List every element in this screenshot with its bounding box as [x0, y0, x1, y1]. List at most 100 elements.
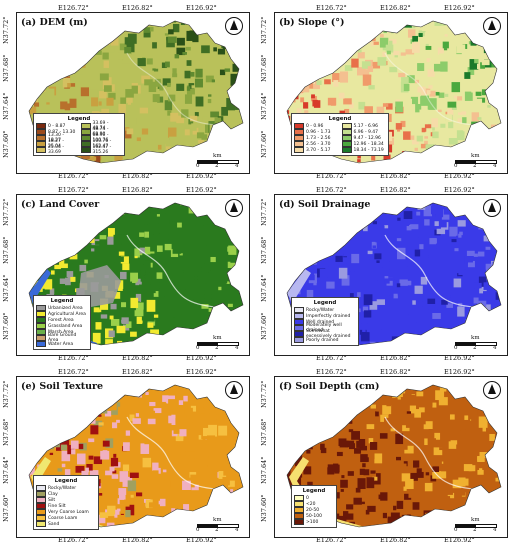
legend-item: 18.27 - 25.04 — [36, 139, 78, 149]
scale-tick: 2 — [473, 345, 477, 351]
legend-swatch — [294, 495, 304, 501]
legend-label: Rocky/Water — [48, 485, 77, 491]
legend-label: 6.96 - 9.47 — [353, 129, 379, 135]
longitude-label: E126.72° — [58, 186, 89, 194]
longitude-label: E126.92° — [186, 354, 217, 362]
north-arrow-icon — [483, 17, 501, 35]
longitude-label: E126.72° — [316, 354, 347, 362]
legend-item: >100 — [294, 519, 334, 525]
legend-label: 0 — [306, 495, 309, 501]
longitude-label: E126.72° — [316, 536, 347, 544]
scale-bar-line — [455, 342, 497, 346]
map-legend: Legend Rocky/Water Clay Silt Fine Silt Very C… — [33, 475, 99, 530]
latitude-label: N37.60° — [2, 130, 10, 158]
scale-tick: 4 — [493, 345, 497, 351]
legend-item: Sand — [36, 521, 96, 527]
legend-title: Legend — [54, 478, 78, 484]
legend-swatch — [36, 521, 46, 527]
legend-label: 3.70 - 5.17 — [306, 147, 331, 153]
legend-swatch — [36, 515, 46, 521]
legend-label: >100 — [306, 519, 319, 525]
legend-swatch — [36, 311, 46, 317]
legend-label: 50-100 — [306, 513, 322, 519]
legend-swatch — [341, 123, 352, 129]
legend-swatch — [36, 329, 46, 335]
legend-item: Bare Ground Area — [36, 333, 88, 343]
legend-swatch — [294, 331, 304, 337]
panel-title: (b) Slope (°) — [279, 17, 345, 28]
longitude-label: E126.92° — [186, 4, 217, 12]
legend-label: Forest Area — [48, 317, 74, 323]
map-panel-soil-drainage: E126.72° E126.72° E126.82° E126.82° E126.92°… — [260, 186, 514, 364]
legend-item: 48.74 - 68.90 — [80, 127, 123, 137]
legend-item: Urbanized Area — [36, 305, 88, 311]
scale-tick: 2 — [215, 527, 219, 533]
legend-item: 33.69 - 48.74 — [80, 121, 123, 131]
longitude-label: E126.82° — [380, 368, 411, 376]
scale-tick: 4 — [493, 163, 497, 169]
longitude-label: E126.92° — [186, 172, 217, 180]
map-panel-land-cover: E126.72° E126.72° E126.82° E126.82° E126.92°… — [2, 186, 256, 364]
latitude-label: N37.68° — [2, 418, 10, 446]
map-panel-dem: E126.72° E126.72° E126.82° E126.82° E126.92°… — [2, 4, 256, 182]
longitude-label: E126.92° — [444, 536, 475, 544]
longitude-label: E126.92° — [444, 172, 475, 180]
legend-item: Rocky/Water — [36, 485, 96, 491]
study-area-boundary — [286, 20, 502, 164]
legend-item: 25.04 - 33.69 — [36, 145, 78, 155]
longitude-label: E126.82° — [122, 4, 153, 12]
legend-label: 0.96 - 1.73 — [306, 129, 331, 135]
legend-swatch — [294, 513, 304, 519]
legend-item: 8.87 - 13.30 — [36, 129, 78, 135]
legend-title: Legend — [328, 116, 352, 122]
scale-tick: 0 — [196, 527, 200, 533]
longitude-label: E126.92° — [186, 368, 217, 376]
study-area-boundary — [28, 20, 244, 164]
legend-label: Somewhat excessively drained — [306, 329, 351, 339]
legend-title: Legend — [67, 116, 91, 122]
north-arrow-icon — [225, 17, 243, 35]
legend-swatch — [294, 135, 304, 141]
legend-swatch — [36, 509, 46, 515]
latitude-label: N37.60° — [260, 130, 268, 158]
legend-swatch — [36, 141, 46, 147]
legend-label: 5.17 - 6.96 — [353, 123, 379, 129]
legend-label: Agricultural Area — [48, 311, 86, 317]
legend-item: Rocky/Water — [294, 307, 356, 313]
longitude-label: E126.92° — [444, 4, 475, 12]
scale-bar: km 0 2 4 — [196, 335, 241, 351]
scale-unit: km — [471, 335, 480, 341]
panel-title: (c) Land Cover — [21, 199, 100, 210]
longitude-label: E126.72° — [316, 186, 347, 194]
legend-swatch — [294, 507, 304, 513]
legend-label: Silt — [48, 497, 56, 503]
longitude-label: E126.72° — [58, 368, 89, 376]
latitude-label: N37.68° — [2, 236, 10, 264]
latitude-label: N37.60° — [260, 312, 268, 340]
study-area-boundary — [28, 384, 244, 528]
longitude-label: E126.72° — [316, 172, 347, 180]
scale-tick: 4 — [235, 163, 239, 169]
latitude-label: N37.68° — [260, 54, 268, 82]
legend-title: Legend — [50, 298, 74, 304]
legend-item: 68.90 - 100.76 — [80, 133, 123, 143]
legend-label: Well drained — [306, 319, 335, 325]
scale-tick: 2 — [473, 163, 477, 169]
legend-swatch — [294, 141, 304, 147]
longitude-label: E126.82° — [380, 536, 411, 544]
legend-label: Poorly drained — [306, 337, 339, 343]
scale-tick: 0 — [454, 527, 458, 533]
legend-item: Coarse Loam — [36, 515, 96, 521]
scale-unit: km — [213, 335, 222, 341]
legend-label: 0 - 0.96 — [306, 123, 324, 129]
longitude-label: E126.82° — [380, 4, 411, 12]
longitude-label: E126.92° — [444, 368, 475, 376]
legend-swatch — [294, 501, 304, 507]
legend-item: 100.76 - 162.47 — [80, 139, 123, 149]
legend-label: 48.74 - 68.90 — [92, 127, 109, 137]
longitude-label: E126.72° — [58, 172, 89, 180]
latitude-label: N37.64° — [260, 456, 268, 484]
legend-item: Water Area — [36, 341, 88, 347]
legend-swatch — [80, 123, 91, 129]
scale-bar: km 0 2 4 — [196, 153, 241, 169]
